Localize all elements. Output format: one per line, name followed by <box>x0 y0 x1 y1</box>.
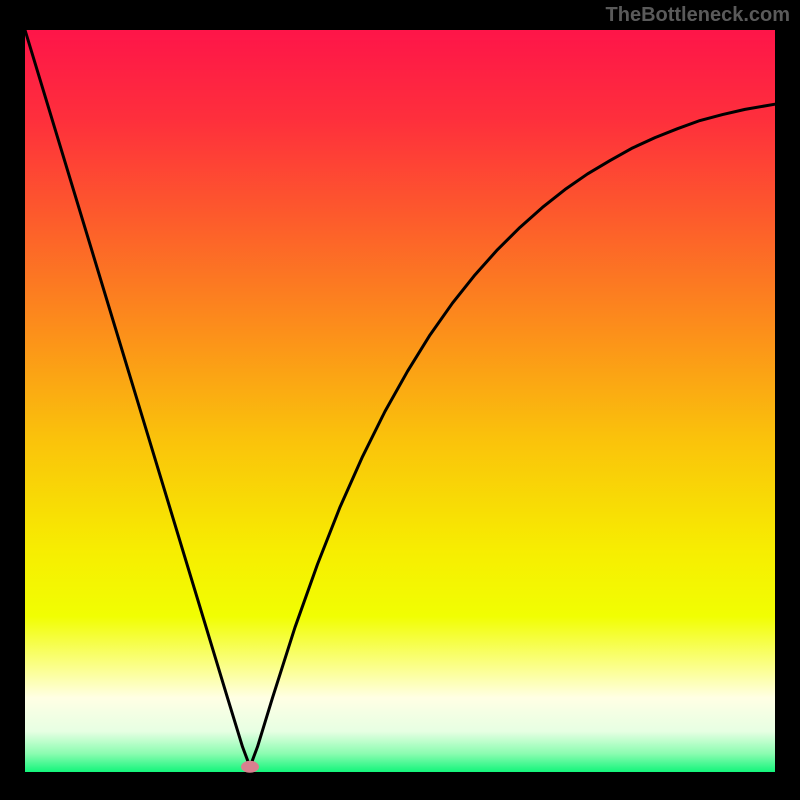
attribution-text: TheBottleneck.com <box>606 4 790 27</box>
optimum-marker <box>241 761 259 773</box>
